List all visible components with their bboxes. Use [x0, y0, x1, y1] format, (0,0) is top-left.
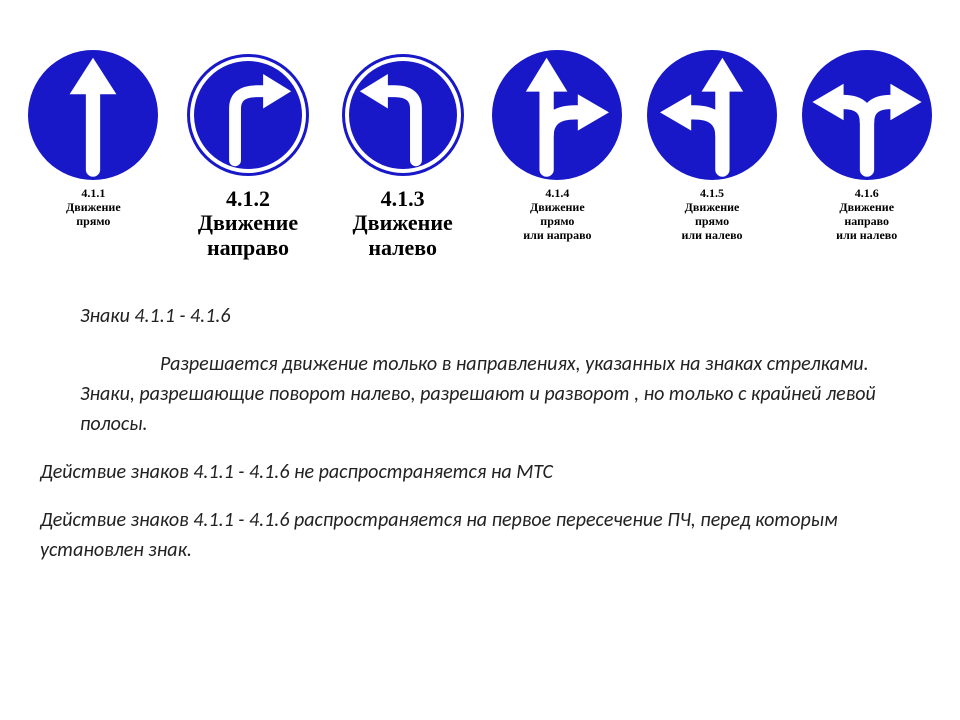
sign-circle-straight_left-icon	[647, 50, 777, 180]
sign-caption: Движение прямо или направо	[523, 201, 591, 242]
description-block: Знаки 4.1.1 - 4.1.6 Разрешается движение…	[0, 261, 960, 565]
sign-circle-straight-icon	[28, 50, 158, 180]
sign-circle-right-icon	[190, 57, 306, 173]
sign-block-4: 4.1.4Движение прямо или направо	[484, 50, 631, 242]
sign-number: 4.1.6	[855, 186, 879, 201]
sign-block-3: 4.1.3Движение налево	[329, 50, 476, 261]
sign-number: 4.1.5	[700, 186, 724, 201]
sign-circle-straight_right-icon	[492, 50, 622, 180]
para1-text: Разрешается движение только в направлени…	[80, 352, 876, 436]
sign-block-1: 4.1.1Движение прямо	[20, 50, 167, 229]
sign-caption: Движение налево	[353, 210, 453, 261]
signs-row: 4.1.1Движение прямо 4.1.2Движение направ…	[0, 0, 960, 261]
sign-block-5: 4.1.5Движение прямо или налево	[639, 50, 786, 242]
sign-number: 4.1.3	[381, 186, 425, 212]
sign-number: 4.1.4	[545, 186, 569, 201]
sign-circle-left_right-icon	[802, 50, 932, 180]
sign-circle-left-icon	[345, 57, 461, 173]
sign-caption: Движение направо	[198, 210, 298, 261]
sign-number: 4.1.2	[226, 186, 270, 212]
sign-number: 4.1.1	[81, 186, 105, 201]
sign-block-6: 4.1.6Движение направо или налево	[793, 50, 940, 242]
sign-block-2: 4.1.2Движение направо	[175, 50, 322, 261]
sign-caption: Движение прямо	[66, 201, 121, 229]
paragraph-2: Действие знаков 4.1.1 - 4.1.6 не распрос…	[40, 457, 890, 487]
signs-heading: Знаки 4.1.1 - 4.1.6	[70, 301, 890, 331]
sign-caption: Движение направо или налево	[836, 201, 897, 242]
paragraph-1: Разрешается движение только в направлени…	[70, 349, 890, 439]
sign-caption: Движение прямо или налево	[682, 201, 743, 242]
paragraph-3: Действие знаков 4.1.1 - 4.1.6 распростра…	[40, 505, 890, 565]
